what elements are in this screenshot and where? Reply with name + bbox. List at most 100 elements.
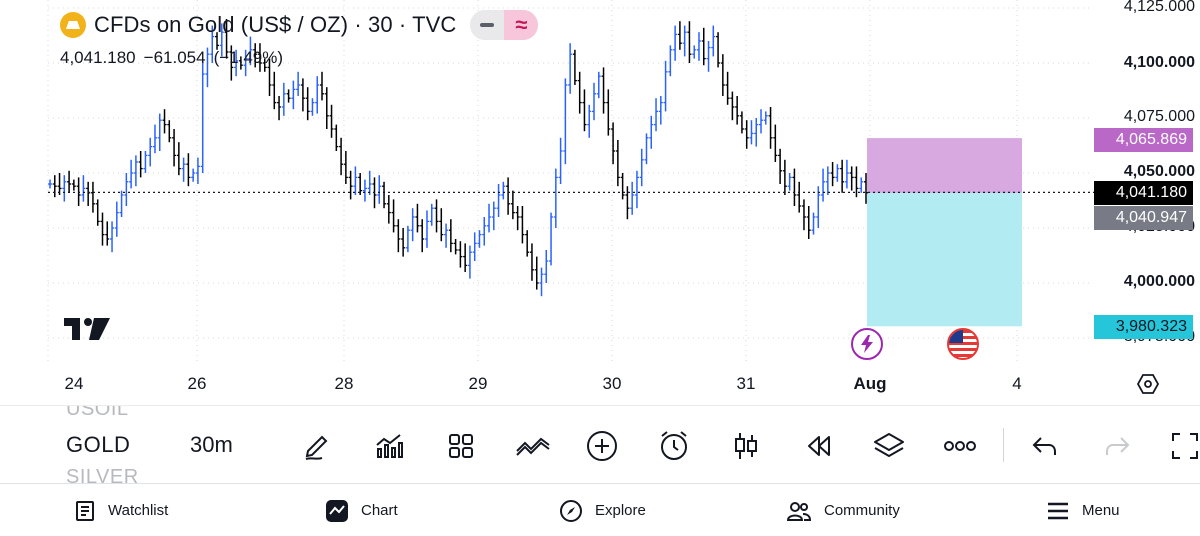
ohlc-bar: [472, 232, 477, 261]
ohlc-bar: [76, 177, 81, 206]
compare-icon[interactable]: [513, 426, 553, 466]
symbol-next[interactable]: SILVER: [66, 466, 139, 484]
nav-label: Community: [824, 502, 900, 519]
nav-label: Chart: [361, 502, 398, 519]
ohlc-bar: [367, 170, 372, 195]
time-axis-label: 26: [187, 374, 207, 393]
ohlc-bar: [348, 170, 353, 200]
ohlc-bar: [257, 43, 262, 72]
last-price-tag: 4,041.180: [1094, 181, 1193, 205]
interval-selector[interactable]: 30m: [190, 432, 233, 457]
price-change-pct: (−1.49%): [213, 48, 284, 67]
nav-watchlist[interactable]: Watchlist: [74, 484, 168, 536]
draw-icon[interactable]: [297, 426, 337, 466]
ohlc-bar: [491, 201, 496, 231]
ohlc-bar: [568, 43, 573, 94]
chart-type-icon[interactable]: [726, 426, 766, 466]
ohlc-bar: [234, 49, 239, 77]
target-price-tag: 4,065.869: [1094, 128, 1193, 152]
indicators-icon[interactable]: [369, 426, 409, 466]
ohlc-bar: [735, 96, 740, 125]
ohlc-bar: [110, 221, 115, 253]
add-icon[interactable]: [582, 426, 622, 466]
ohlc-bar: [630, 181, 635, 215]
ohlc-bar: [48, 179, 52, 189]
ohlc-bar: [420, 219, 425, 253]
ohlc-bar: [682, 25, 687, 57]
ohlc-bar: [539, 267, 544, 297]
nav-explore[interactable]: Explore: [559, 484, 646, 536]
symbol-header[interactable]: CFDs on Gold (US$ / OZ) · 30 · TVC ≈: [60, 10, 539, 40]
alert-icon[interactable]: [654, 426, 694, 466]
lightning-icon[interactable]: [851, 328, 883, 360]
ohlc-bar: [86, 181, 91, 206]
indicator-toggle[interactable]: ≈: [470, 10, 539, 40]
ohlc-bar: [730, 91, 735, 121]
entry-price-tag: 4,040.947: [1094, 206, 1193, 230]
symbol-current[interactable]: GOLD: [66, 432, 131, 457]
quote-line: 4,041.180 −61.054 (−1.49%): [60, 48, 291, 68]
nav-community[interactable]: Community: [786, 484, 900, 536]
ohlc-bar: [386, 195, 391, 224]
time-axis-label: 30: [602, 374, 622, 393]
ohlc-bar: [143, 151, 148, 173]
ohlc-bar: [229, 45, 234, 81]
hexagon-settings-icon[interactable]: [1136, 372, 1160, 396]
ohlc-bar: [224, 19, 229, 59]
ohlc-bar: [663, 60, 668, 112]
us-flag-icon[interactable]: [947, 328, 979, 360]
ohlc-bar: [553, 168, 558, 228]
ohlc-bar: [606, 89, 611, 136]
ohlc-bar: [515, 206, 520, 231]
ohlc-bar: [215, 32, 220, 50]
ohlc-bar: [520, 206, 525, 244]
ohlc-bar: [243, 49, 248, 77]
symbol-selector[interactable]: USOIL GOLD SILVER: [66, 406, 176, 484]
ohlc-bar: [849, 166, 854, 191]
ohlc-bar: [405, 225, 410, 253]
more-icon[interactable]: [940, 426, 980, 466]
bottom-navigation: Watchlist Chart Explore Community Menu: [0, 483, 1200, 536]
ohlc-bar: [477, 230, 482, 248]
nav-chart[interactable]: Chart: [325, 484, 398, 536]
ohlc-bar: [778, 148, 783, 184]
ohlc-bar: [286, 89, 291, 103]
ohlc-bar: [506, 177, 511, 215]
replay-icon[interactable]: [798, 426, 838, 466]
ohlc-bar: [696, 32, 701, 61]
position-profit-zone: [867, 138, 1022, 193]
ohlc-bar: [529, 243, 534, 281]
nav-label: Watchlist: [108, 502, 169, 519]
undo-icon[interactable]: [1025, 426, 1065, 466]
ohlc-bar: [754, 118, 759, 147]
symbol-prev[interactable]: USOIL: [66, 406, 129, 420]
wave-icon[interactable]: ≈: [504, 10, 539, 40]
time-axis-label: 4: [1012, 374, 1022, 393]
fullscreen-icon[interactable]: [1165, 426, 1200, 466]
price-axis-label: 4,125.000: [1123, 0, 1195, 15]
templates-icon[interactable]: [441, 426, 481, 466]
ohlc-bar: [343, 151, 348, 184]
collapse-icon[interactable]: [470, 10, 504, 40]
price-axis-label: 4,000.000: [1123, 273, 1195, 290]
ohlc-bar: [157, 113, 162, 151]
layers-icon[interactable]: [869, 426, 909, 466]
time-axis-label: 31: [736, 374, 756, 393]
nav-menu[interactable]: Menu: [1046, 484, 1120, 536]
time-axis-label: 28: [334, 374, 354, 393]
ohlc-bar: [267, 58, 272, 96]
ohlc-bar: [510, 190, 515, 220]
chart-icon: [326, 499, 348, 522]
ohlc-bar: [401, 228, 406, 257]
time-axis-label: Aug: [853, 374, 887, 393]
chart-area[interactable]: CFDs on Gold (US$ / OZ) · 30 · TVC ≈ 4,0…: [0, 0, 1200, 405]
ohlc-bar: [444, 223, 449, 248]
ohlc-bar: [172, 129, 177, 167]
ohlc-bar: [176, 142, 181, 176]
price-chart[interactable]: [0, 0, 1200, 405]
ohlc-bar: [81, 175, 86, 202]
ohlc-bar: [549, 212, 554, 266]
symbol-title[interactable]: CFDs on Gold (US$ / OZ) · 30 · TVC: [94, 12, 457, 37]
ohlc-bar: [773, 124, 778, 162]
ohlc-bar: [725, 71, 730, 105]
